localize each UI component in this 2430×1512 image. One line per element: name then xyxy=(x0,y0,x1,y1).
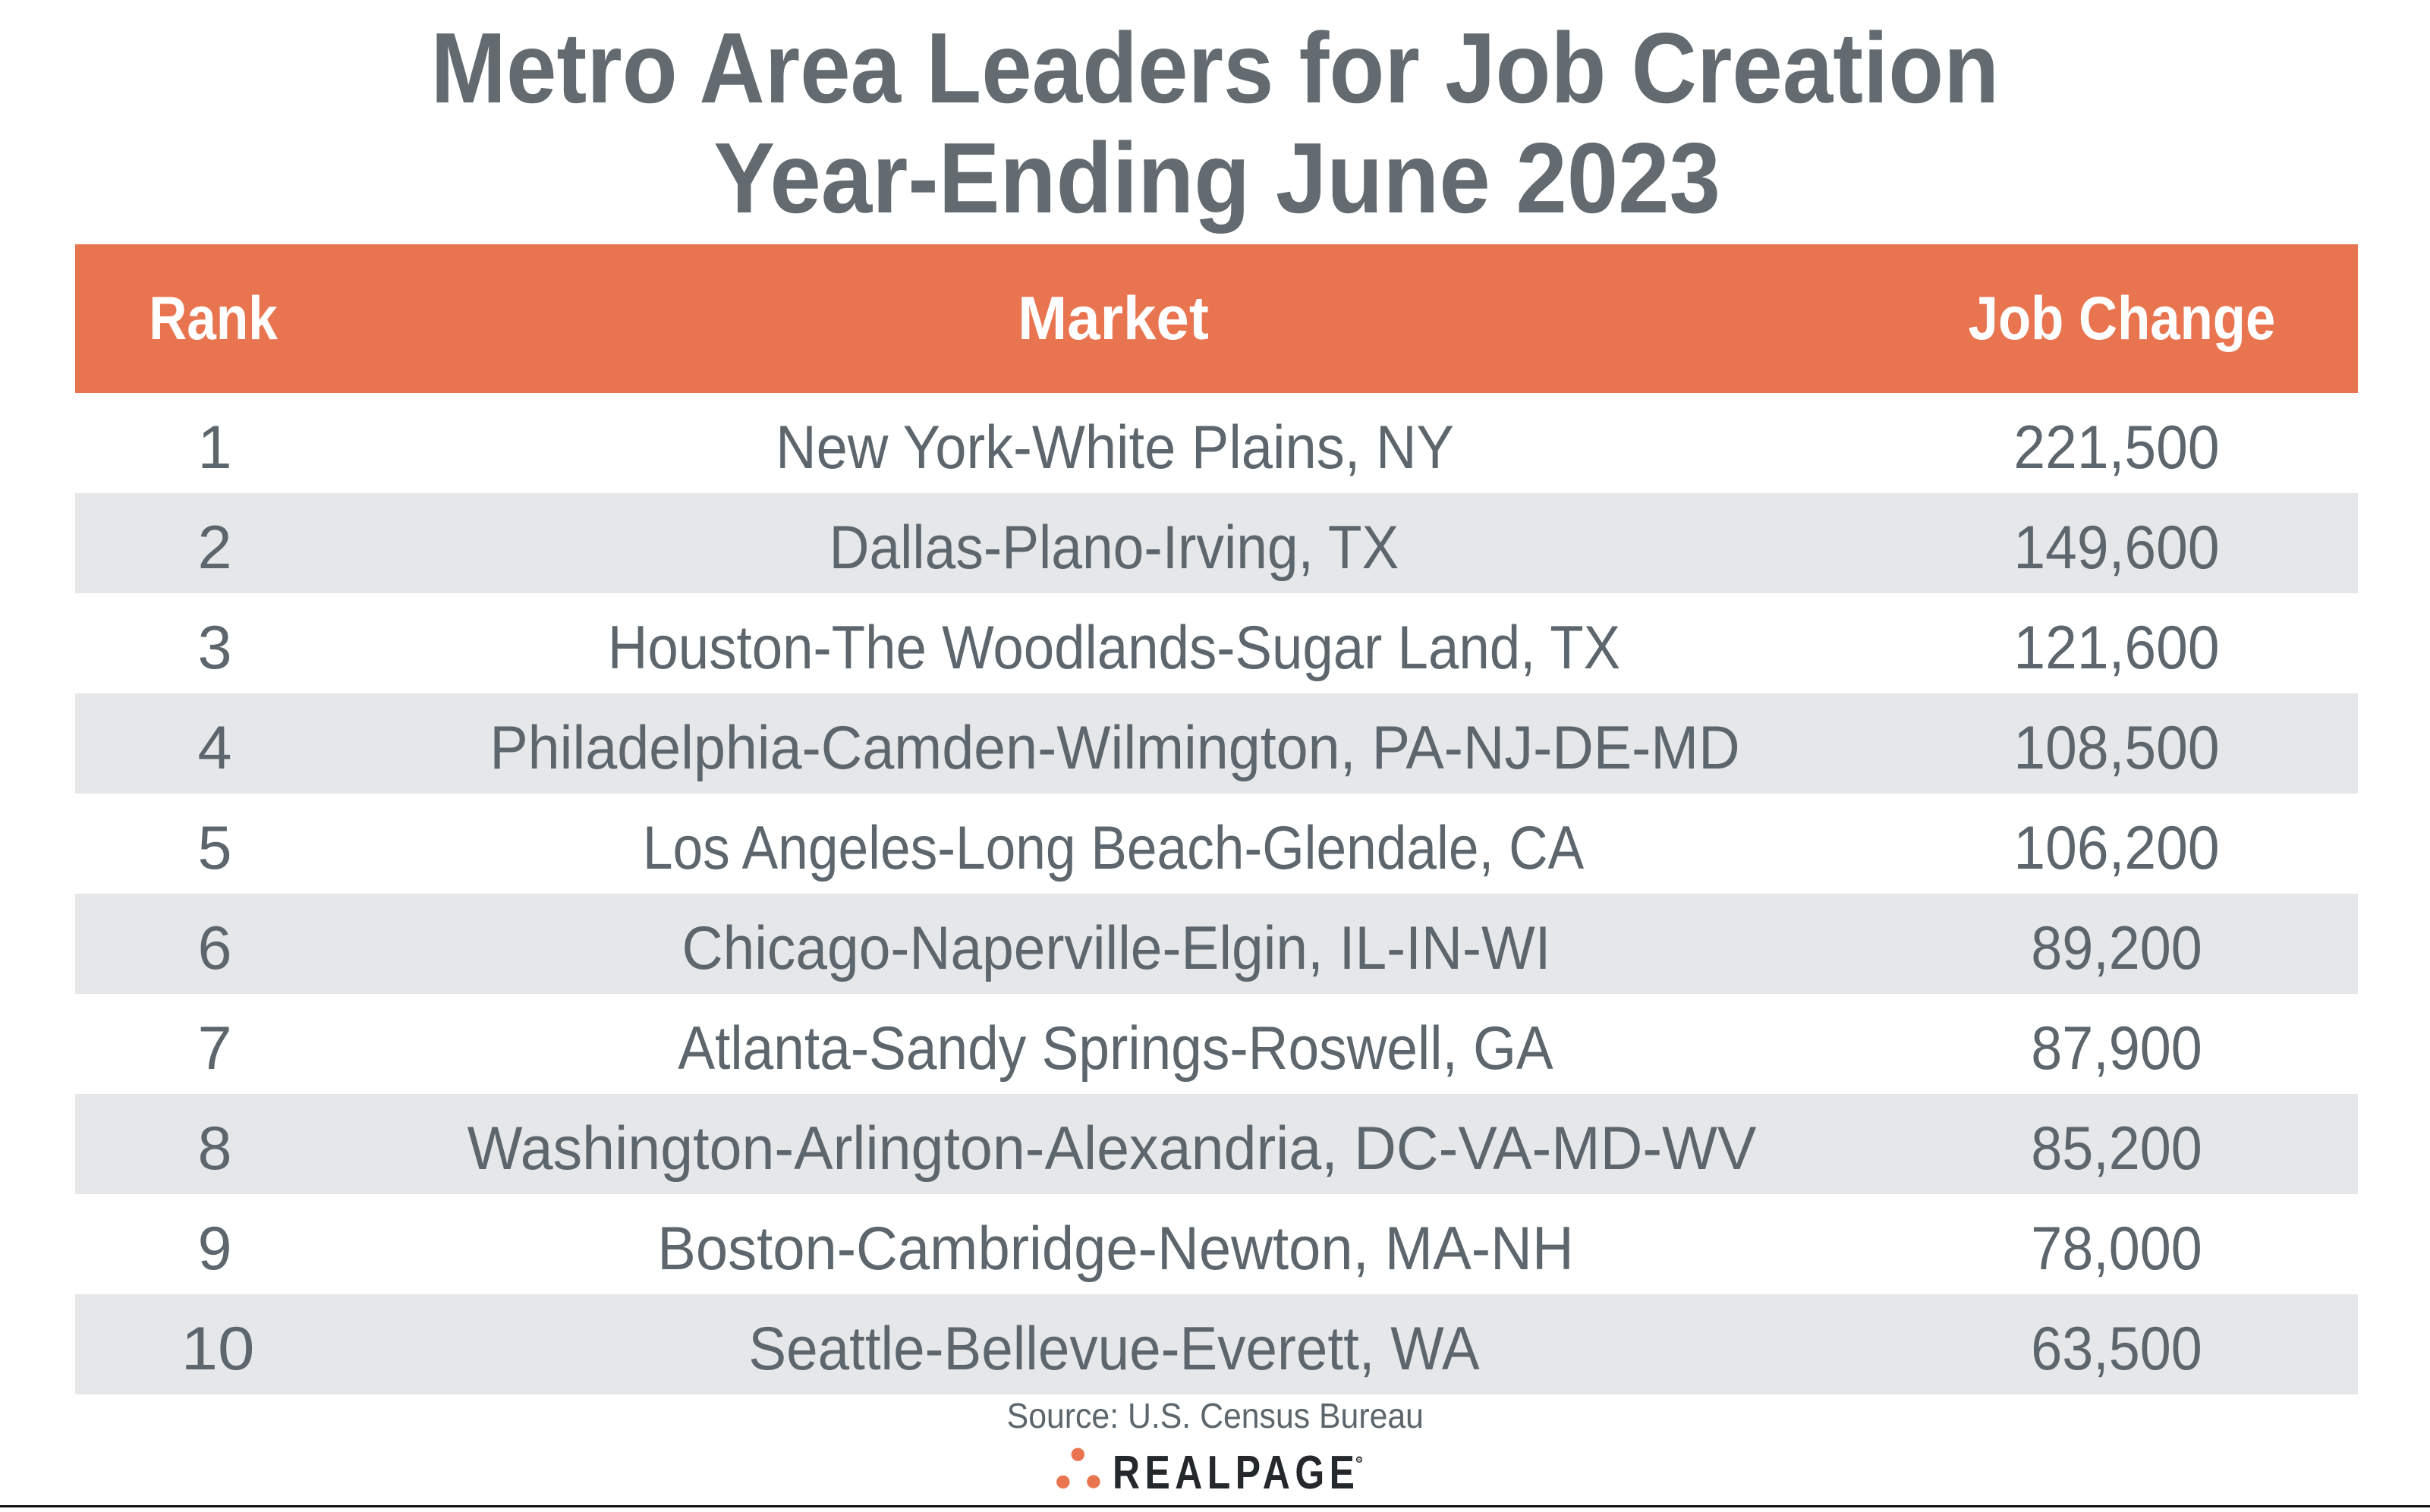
svg-text:R: R xyxy=(1358,1458,1361,1463)
svg-text:REALPAGE: REALPAGE xyxy=(1113,1448,1359,1499)
